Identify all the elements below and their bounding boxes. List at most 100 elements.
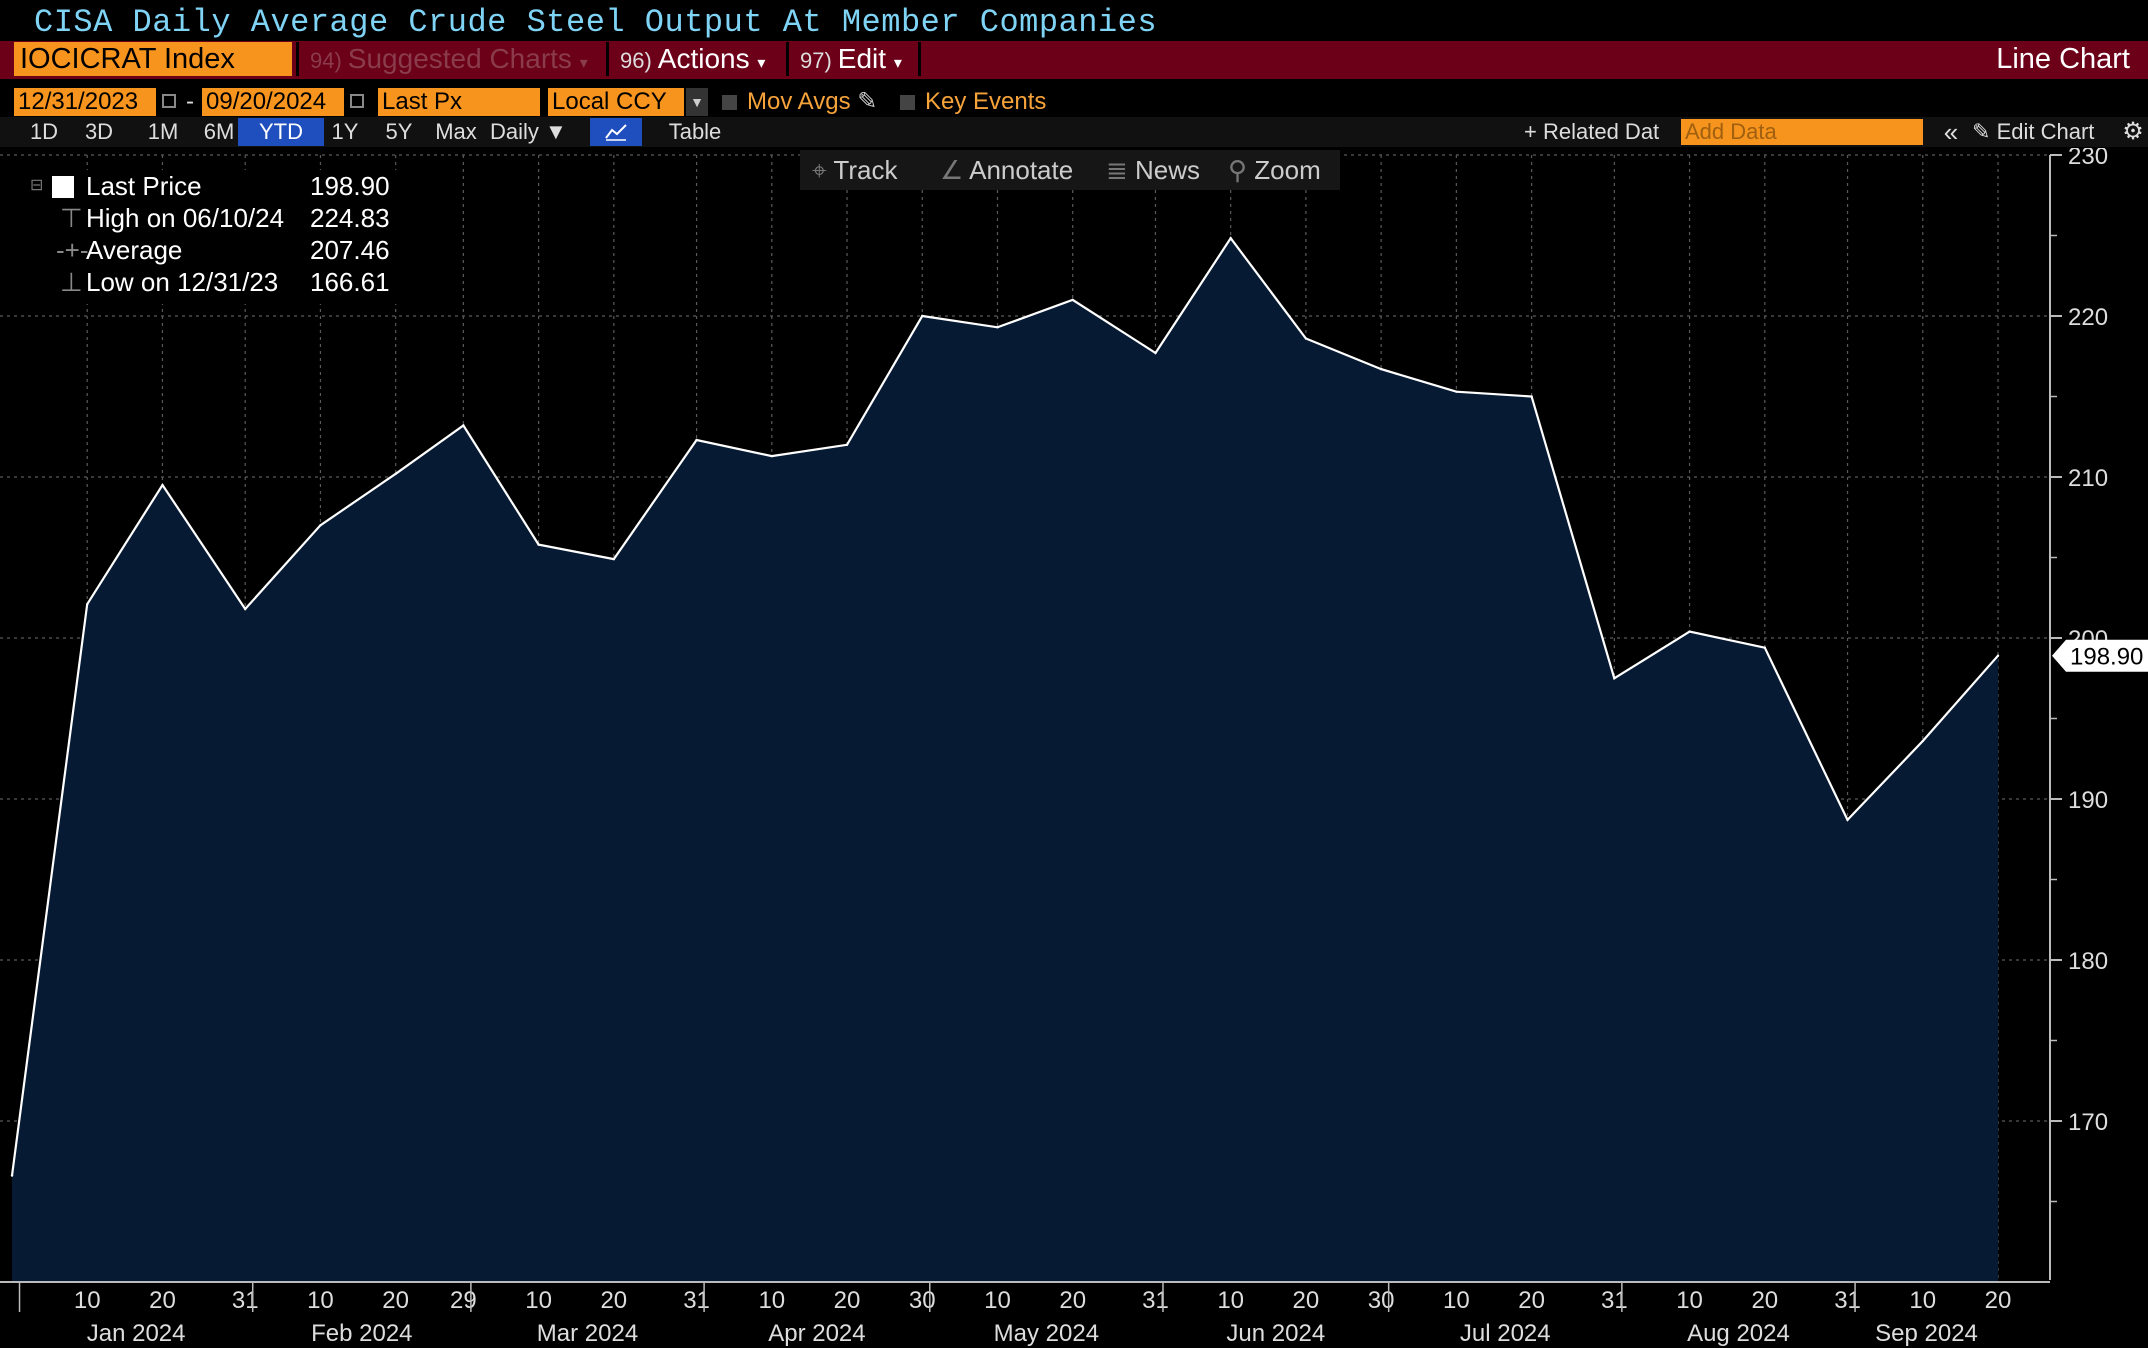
month-label: Feb 2024	[311, 1320, 412, 1347]
calendar-icon[interactable]	[350, 94, 364, 108]
actions-label: Actions	[657, 43, 750, 74]
month-label: Mar 2024	[537, 1320, 638, 1347]
range-button-6m[interactable]: 6M	[203, 119, 235, 144]
menu-separator	[296, 42, 299, 76]
field-select[interactable]: Last Px	[378, 88, 540, 116]
actions-button[interactable]: 96) Actions ▾	[610, 42, 786, 76]
x-tick-label: 10	[984, 1287, 1011, 1314]
range-button-1y[interactable]: 1Y	[331, 119, 359, 144]
data-point	[996, 326, 999, 329]
data-point	[921, 314, 924, 318]
edit-label: Edit	[837, 43, 887, 74]
track-label: Track	[833, 155, 898, 185]
collapse-icon[interactable]: «	[1943, 117, 1959, 147]
x-tick-label: 10	[1443, 1287, 1470, 1314]
calendar-icon[interactable]	[162, 94, 176, 108]
zoom-label: Zoom	[1254, 155, 1321, 185]
data-point	[1530, 395, 1533, 398]
x-tick-label: 20	[834, 1287, 861, 1314]
related-data-button[interactable]: + Related Dat	[1516, 118, 1692, 146]
y-tick-label: 180	[2068, 948, 2108, 975]
menu-separator	[918, 42, 921, 76]
line-chart-icon[interactable]	[590, 118, 642, 146]
x-tick-label: 20	[1751, 1287, 1778, 1314]
range-button-1d[interactable]: 1D	[29, 119, 59, 144]
data-point	[1071, 298, 1074, 302]
month-label: May 2024	[994, 1320, 1099, 1347]
x-tick-label: 10	[1217, 1287, 1244, 1314]
date-dash: -	[186, 88, 194, 115]
area-fill	[12, 238, 1998, 1283]
track-tool[interactable]: ⌖ Track	[812, 152, 897, 188]
edit-chart-button[interactable]: ✎ Edit Chart	[1964, 118, 2130, 146]
data-point	[10, 1174, 14, 1177]
x-tick-label: 30	[909, 1287, 936, 1314]
key-events-toggle[interactable]: Key Events	[900, 88, 1046, 116]
x-tick-label: 10	[74, 1287, 101, 1314]
range-button-5y[interactable]: 5Y	[385, 119, 413, 144]
pencil-icon: ✎	[857, 88, 878, 115]
range-button-1m[interactable]: 1M	[147, 119, 179, 144]
range-button-ytd[interactable]: YTD	[238, 118, 324, 146]
x-tick-label: 31	[683, 1287, 710, 1314]
x-tick-label: 31	[232, 1287, 259, 1314]
x-tick-label: 10	[1676, 1287, 1703, 1314]
legend: ⊟ Last Price 198.90 ⊤ High on 06/10/24 2…	[22, 170, 402, 304]
ticker-input[interactable]: IOCICRAT Index	[14, 42, 292, 76]
x-tick-label: 10	[1909, 1287, 1936, 1314]
mov-avgs-toggle[interactable]: Mov Avgs ✎	[722, 88, 877, 116]
last-value-marker: 198.90	[2052, 639, 2148, 672]
chart-toolbox	[800, 150, 1340, 190]
data-point	[1921, 739, 1924, 743]
x-tick-label: 20	[1293, 1287, 1320, 1314]
crosshair-icon: ⌖	[812, 155, 827, 185]
start-date-field[interactable]: 12/31/2023	[14, 88, 156, 116]
high-label: High on 06/10/24	[86, 203, 285, 233]
range-button-3d[interactable]: 3D	[84, 119, 114, 144]
chart-type-label[interactable]: Line Chart	[1996, 43, 2130, 75]
x-tick-label: 20	[382, 1287, 409, 1314]
end-date-field[interactable]: 09/20/2024	[202, 88, 344, 116]
frequency-select[interactable]: Daily ▼	[482, 118, 574, 146]
data-point	[1763, 646, 1766, 649]
collapse-icon: ⊟	[30, 177, 44, 194]
low-value: 166.61	[310, 267, 390, 297]
frequency-label: Daily	[490, 119, 539, 144]
edit-chart-label: Edit Chart	[1996, 119, 2095, 144]
data-point	[1304, 337, 1308, 340]
news-tool[interactable]: ≣ News	[1106, 152, 1200, 188]
x-tick-label: 30	[1368, 1287, 1395, 1314]
y-tick-label: 230	[2068, 148, 2108, 170]
last-price-value: 198.90	[310, 171, 390, 201]
x-tick-label: 20	[1059, 1287, 1086, 1314]
suggested-number: 94)	[310, 48, 342, 73]
data-point	[1996, 654, 2000, 657]
add-data-input[interactable]: Add Data	[1681, 119, 1923, 145]
related-data-label: Related Dat	[1542, 119, 1660, 144]
edit-button[interactable]: 97) Edit ▾	[790, 42, 918, 76]
chevron-down-icon: ▾	[893, 55, 902, 72]
news-icon: ≣	[1106, 155, 1128, 185]
actions-number: 96)	[620, 48, 652, 73]
checkbox-icon	[722, 95, 737, 111]
suggested-charts-button[interactable]: 94) Suggested Charts ▾	[300, 42, 606, 76]
chevron-down-icon[interactable]: ▼	[686, 88, 708, 116]
y-tick-label: 170	[2068, 1109, 2108, 1136]
data-point	[612, 557, 616, 561]
zoom-tool[interactable]: ⚲ Zoom	[1228, 152, 1321, 188]
currency-select[interactable]: Local CCY	[548, 88, 684, 116]
gear-icon[interactable]: ⚙	[2122, 118, 2144, 145]
low-label: Low on 12/31/23	[86, 267, 279, 297]
average-value: 207.46	[310, 235, 390, 265]
last-price-label: Last Price	[86, 171, 202, 201]
low-marker-icon: ⊥	[60, 267, 83, 297]
data-point	[695, 438, 698, 442]
average-marker-icon: -+-	[56, 235, 89, 265]
range-button-max[interactable]: Max	[435, 119, 477, 144]
annotate-tool[interactable]: ∠ Annotate	[940, 152, 1073, 188]
data-point	[86, 602, 89, 606]
plus-icon: +	[1524, 119, 1537, 144]
table-button[interactable]: Table	[668, 119, 722, 144]
